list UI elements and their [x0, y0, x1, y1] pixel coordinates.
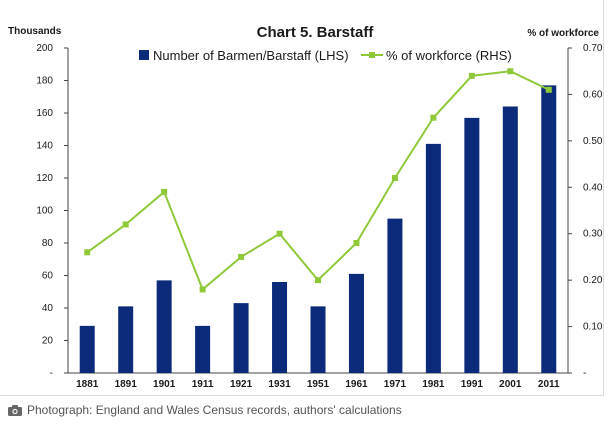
x-tick-label: 1991 — [461, 379, 484, 390]
caption-text: Photograph: England and Wales Census rec… — [27, 403, 402, 417]
legend-label-bar: Number of Barmen/Barstaff (LHS) — [153, 48, 349, 63]
bar — [118, 306, 134, 373]
left-tick-label: 20 — [42, 336, 54, 347]
bar — [195, 325, 211, 373]
right-tick-label: 0.60 — [583, 89, 603, 100]
line-point — [199, 286, 206, 293]
right-axis-ticks: - 0.10 0.20 0.30 0.40 0.50 0.60 0.70 — [568, 43, 603, 379]
x-tick-label: 2001 — [499, 379, 522, 390]
left-tick-label: 100 — [36, 206, 53, 217]
right-tick-label: 0.10 — [583, 322, 603, 333]
x-axis-ticks: 1881 1891 1901 1911 1921 1931 1951 1961 1971 1981… — [76, 379, 560, 390]
bar-series — [79, 85, 557, 373]
legend-swatch-bar — [139, 50, 149, 60]
right-tick-label: 0.30 — [583, 229, 603, 240]
x-tick-label: 1981 — [422, 379, 445, 390]
line-point — [122, 221, 129, 228]
bar — [348, 273, 364, 373]
x-tick-label: 1961 — [345, 379, 368, 390]
bar — [156, 280, 172, 373]
x-tick-label: 1931 — [268, 379, 291, 390]
x-tick-label: 1891 — [115, 379, 138, 390]
line-series — [84, 68, 552, 293]
left-tick-label: 120 — [36, 173, 53, 184]
line-point — [468, 72, 475, 79]
bar — [79, 325, 95, 373]
line-point — [238, 253, 245, 260]
bar — [272, 282, 288, 373]
right-axis-label: % of workforce — [527, 28, 599, 39]
line-point — [315, 277, 321, 284]
left-tick-label: 200 — [36, 43, 53, 54]
right-tick-label: 0.50 — [583, 136, 603, 147]
x-tick-label: 1881 — [76, 379, 99, 390]
photo-caption: Photograph: England and Wales Census rec… — [8, 403, 402, 417]
line-point — [353, 240, 360, 246]
x-tick-label: 2011 — [538, 379, 560, 390]
left-tick-label: 180 — [36, 76, 53, 87]
left-tick-label: 140 — [36, 141, 53, 152]
left-tick-label: - — [50, 368, 53, 379]
legend: Number of Barmen/Barstaff (LHS) % of wor… — [139, 48, 512, 63]
left-axis-ticks: - 20 40 60 80 100 120 140 160 180 200 — [36, 43, 68, 379]
line-point — [391, 175, 398, 181]
left-tick-label: 60 — [42, 271, 54, 282]
legend-label-line: % of workforce (RHS) — [386, 48, 512, 63]
chart-title: Chart 5. Barstaff — [257, 24, 375, 41]
bar — [233, 303, 249, 373]
bar — [310, 306, 326, 373]
right-tick-label: 0.70 — [583, 43, 603, 54]
left-tick-label: 80 — [42, 238, 54, 249]
x-tick-label: 1901 — [153, 379, 176, 390]
left-tick-label: 40 — [42, 303, 54, 314]
chart: Chart 5. Barstaff Thousands % of workfor… — [8, 24, 603, 390]
left-tick-label: 160 — [36, 108, 53, 119]
right-tick-label: - — [583, 368, 586, 379]
bar — [541, 85, 557, 373]
x-tick-label: 1971 — [384, 379, 407, 390]
right-tick-label: 0.40 — [583, 182, 603, 193]
line-point — [430, 114, 437, 121]
line-point — [84, 249, 91, 256]
bar — [502, 106, 518, 373]
line-point — [507, 68, 514, 75]
right-tick-label: 0.20 — [583, 275, 603, 286]
line-point — [276, 230, 283, 237]
left-axis-label: Thousands — [8, 26, 62, 37]
legend-swatch-marker — [369, 52, 375, 58]
bar — [464, 117, 480, 373]
chart-frame: Chart 5. Barstaff Thousands % of workfor… — [0, 0, 604, 396]
x-tick-label: 1911 — [192, 379, 214, 390]
line-path — [86, 70, 550, 292]
camera-icon — [8, 404, 22, 416]
line-point — [161, 188, 168, 195]
x-tick-label: 1921 — [230, 379, 253, 390]
line-point — [545, 86, 552, 93]
bar — [425, 143, 441, 373]
bar — [387, 218, 403, 373]
x-tick-label: 1951 — [307, 379, 330, 390]
